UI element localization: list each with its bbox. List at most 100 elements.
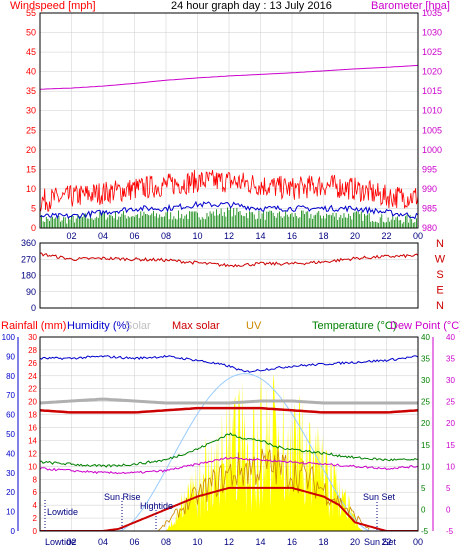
sunrise-annotation: Sun Rise: [104, 492, 141, 502]
humidity-tick-label: 20: [6, 488, 15, 497]
rain-tick-label: 6: [33, 488, 38, 497]
max-solar-curve: [118, 373, 370, 531]
dew-point-tick-label: 35: [446, 355, 455, 364]
windspeed-axis-title: Windspeed [mph]: [10, 0, 96, 12]
x-tick-label: 06: [129, 537, 139, 547]
x-tick-label: 14: [255, 231, 265, 241]
windspeed-tick-label: 25: [26, 125, 36, 135]
barometer-tick-label: 995: [422, 164, 437, 174]
humidity-series-line: [40, 354, 418, 373]
graph-title: 24 hour graph day : 13 July 2016: [171, 0, 332, 12]
x-tick-label: 08: [161, 537, 171, 547]
direction-tick-label: 180: [21, 271, 36, 281]
rain-tick-label: 20: [28, 398, 37, 407]
barometer-tick-label: 1025: [422, 47, 442, 57]
panel1-tick-labels: 5550454035302520151050103510301025102010…: [26, 8, 442, 241]
wind-barometer-panel: 5550454035302520151050103510301025102010…: [26, 8, 442, 241]
temperature-tick-label: 40: [421, 333, 430, 342]
windspeed-tick-label: 50: [26, 28, 36, 38]
uv-series-line: [157, 448, 370, 531]
windspeed-tick-label: 40: [26, 67, 36, 77]
rain-tick-label: 24: [28, 372, 37, 381]
x-tick-label: 14: [255, 537, 265, 547]
humidity-tick-label: 90: [6, 352, 15, 361]
windspeed-tick-label: 0: [31, 223, 36, 233]
humidity-tick-label: 80: [6, 372, 15, 381]
direction-tick-label: 0: [31, 303, 36, 313]
uv-label: UV: [246, 320, 262, 332]
rain-tick-label: 8: [33, 475, 38, 484]
windspeed-tick-label: 5: [31, 203, 36, 213]
humidity-tick-label: 100: [2, 333, 16, 342]
temperature-tick-label: 30: [421, 376, 430, 385]
max-temperature-series-line: [40, 406, 418, 414]
humidity-tick-label: 40: [6, 449, 15, 458]
x-tick-label: 20: [350, 537, 360, 547]
solar-label: Solar: [125, 320, 151, 332]
barometer-tick-label: 1030: [422, 28, 442, 38]
x-tick-label: 16: [287, 231, 297, 241]
humidity-label: Humidity (%): [67, 320, 130, 332]
x-tick-label: 12: [224, 231, 234, 241]
panel3-legend: Rainfall (mm) Humidity (%) Solar Max sol…: [1, 320, 460, 332]
panel3-grid: [40, 336, 419, 532]
humidity-tick-label: 30: [6, 469, 15, 478]
hightide-annotation: Hightide: [140, 501, 173, 511]
barometer-tick-label: 1035: [422, 8, 442, 18]
rain-tick-label: 4: [33, 501, 38, 510]
compass-label: W: [435, 254, 446, 266]
dew-point-tick-label: -5: [446, 527, 454, 536]
temperature-label: Temperature (°C): [312, 320, 396, 332]
dew-point-tick-label: 15: [446, 441, 455, 450]
windspeed-tick-label: 20: [26, 145, 36, 155]
barometer-series-line: [40, 64, 418, 90]
windspeed-tick-label: 30: [26, 106, 36, 116]
rain-tick-label: 2: [33, 514, 38, 523]
temperature-tick-label: 5: [421, 484, 426, 493]
compass-label: N: [436, 300, 444, 312]
panel1-series: [40, 64, 418, 228]
panel2-series: [40, 252, 418, 268]
dew-point-tick-label: 20: [446, 419, 455, 428]
panel3-tick-labels: 1009080706050403020100302826242220181614…: [2, 333, 456, 547]
compass-label: E: [436, 285, 443, 297]
barometer-tick-label: 1000: [422, 145, 442, 155]
x-tick-label: 04: [98, 231, 108, 241]
average-wind-series-line: [40, 200, 418, 220]
panel1-frame: [39, 12, 419, 229]
panel3-annotations: Lowtide Sun Rise Hightide Sun Set Lowtid…: [44, 492, 397, 547]
solar-grey-series-line: [40, 397, 418, 405]
rain-tick-label: 0: [33, 527, 38, 536]
lowtide-annotation: Lowtide: [47, 507, 78, 517]
humidity-tick-label: 0: [11, 527, 16, 536]
rain-tick-label: 12: [28, 449, 37, 458]
barometer-tick-label: 980: [422, 223, 437, 233]
x-tick-label: 00: [413, 537, 423, 547]
windspeed-tick-label: 10: [26, 184, 36, 194]
temperature-tick-label: 0: [421, 505, 426, 514]
rain-tick-label: 28: [28, 346, 37, 355]
x-tick-label: 04: [98, 537, 108, 547]
dew-point-tick-label: 5: [446, 484, 451, 493]
direction-tick-label: 270: [21, 254, 36, 264]
rainfall-label: Rainfall (mm): [1, 320, 66, 332]
x-tick-label: 10: [192, 537, 202, 547]
x-tick-label: 16: [287, 537, 297, 547]
x-tick-label: 22: [381, 537, 391, 547]
barometer-tick-label: 1010: [422, 106, 442, 116]
direction-tick-label: 90: [26, 287, 36, 297]
x-tick-label: 02: [66, 537, 76, 547]
humidity-tick-label: 10: [6, 508, 15, 517]
x-tick-label: 10: [192, 231, 202, 241]
dew-point-tick-label: 25: [446, 398, 455, 407]
dew-point-tick-label: 30: [446, 376, 455, 385]
compass-label: S: [436, 269, 443, 281]
x-tick-label: 22: [381, 231, 391, 241]
dew-point-tick-label: 10: [446, 462, 455, 471]
direction-tick-label: 360: [21, 238, 36, 248]
temperature-tick-label: 25: [421, 398, 430, 407]
max-solar-label: Max solar: [172, 320, 220, 332]
